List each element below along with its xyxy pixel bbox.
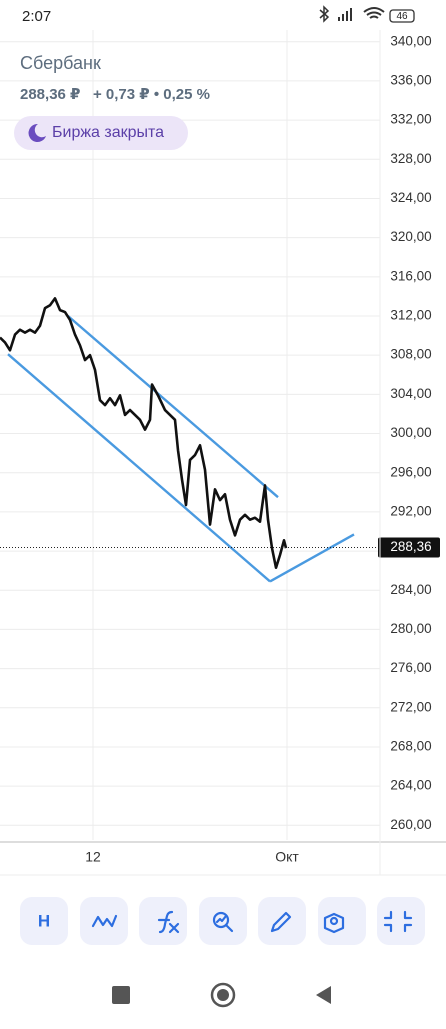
market-status: Биржа закрыта: [52, 124, 164, 141]
y-tick-label: 268,00: [390, 739, 431, 754]
status-time: 2:07: [22, 8, 51, 25]
y-tick-label: 324,00: [390, 190, 431, 205]
last-price-box: [378, 537, 440, 558]
toolbar-icons: [91, 910, 413, 934]
button-fullscreen[interactable]: [377, 897, 425, 945]
y-tick-label: 320,00: [390, 229, 431, 244]
y-tick-label: 272,00: [390, 699, 431, 714]
stock-quote: 288,36 ₽ + 0,73 ₽ • 0,25 %: [20, 86, 210, 103]
y-tick-label: 292,00: [390, 503, 431, 518]
x-tick-label: 12: [85, 849, 101, 865]
price-line: [0, 297, 288, 570]
battery-level: 46: [396, 11, 408, 22]
moon-icon: [28, 123, 46, 142]
chart: 260,00 264,00 268,00 272,00 276,00 280,00 284,…: [0, 30, 440, 865]
y-tick-label: 304,00: [390, 386, 431, 401]
nav-home[interactable]: [210, 982, 236, 1008]
y-tick-label: 284,00: [390, 582, 431, 597]
y-tick-label: 276,00: [390, 660, 431, 675]
button-draw[interactable]: [258, 897, 306, 945]
y-tick-label: 296,00: [390, 464, 431, 479]
trend-line: [7, 353, 271, 583]
market-badge: [14, 116, 188, 150]
trend-line: [269, 533, 355, 583]
y-tick-label: 340,00: [390, 33, 431, 48]
nav-home-dot: [217, 989, 229, 1001]
y-tick-label: 300,00: [390, 425, 431, 440]
y-tick-label: 316,00: [390, 268, 431, 283]
status-icons: [319, 5, 415, 23]
y-tick-label: 332,00: [390, 112, 431, 127]
y-tick-label: 308,00: [390, 347, 431, 362]
y-tick-label: 280,00: [390, 621, 431, 636]
button-h-label: H: [38, 911, 50, 930]
y-tick-label: 328,00: [390, 151, 431, 166]
trend-line: [67, 315, 279, 499]
y-tick-label: 312,00: [390, 308, 431, 323]
nav-back[interactable]: [316, 986, 331, 1004]
button-h[interactable]: [20, 897, 68, 945]
last-price-label: 288,36: [390, 539, 431, 554]
y-tick-label: 260,00: [390, 817, 431, 832]
button-chart-type[interactable]: [80, 897, 128, 945]
stock-title: Сбербанк: [20, 53, 101, 73]
y-tick-label: 336,00: [390, 72, 431, 87]
y-tick-label: 264,00: [390, 778, 431, 793]
nav-recents[interactable]: [112, 986, 130, 1004]
x-tick-label: Окт: [275, 849, 299, 865]
